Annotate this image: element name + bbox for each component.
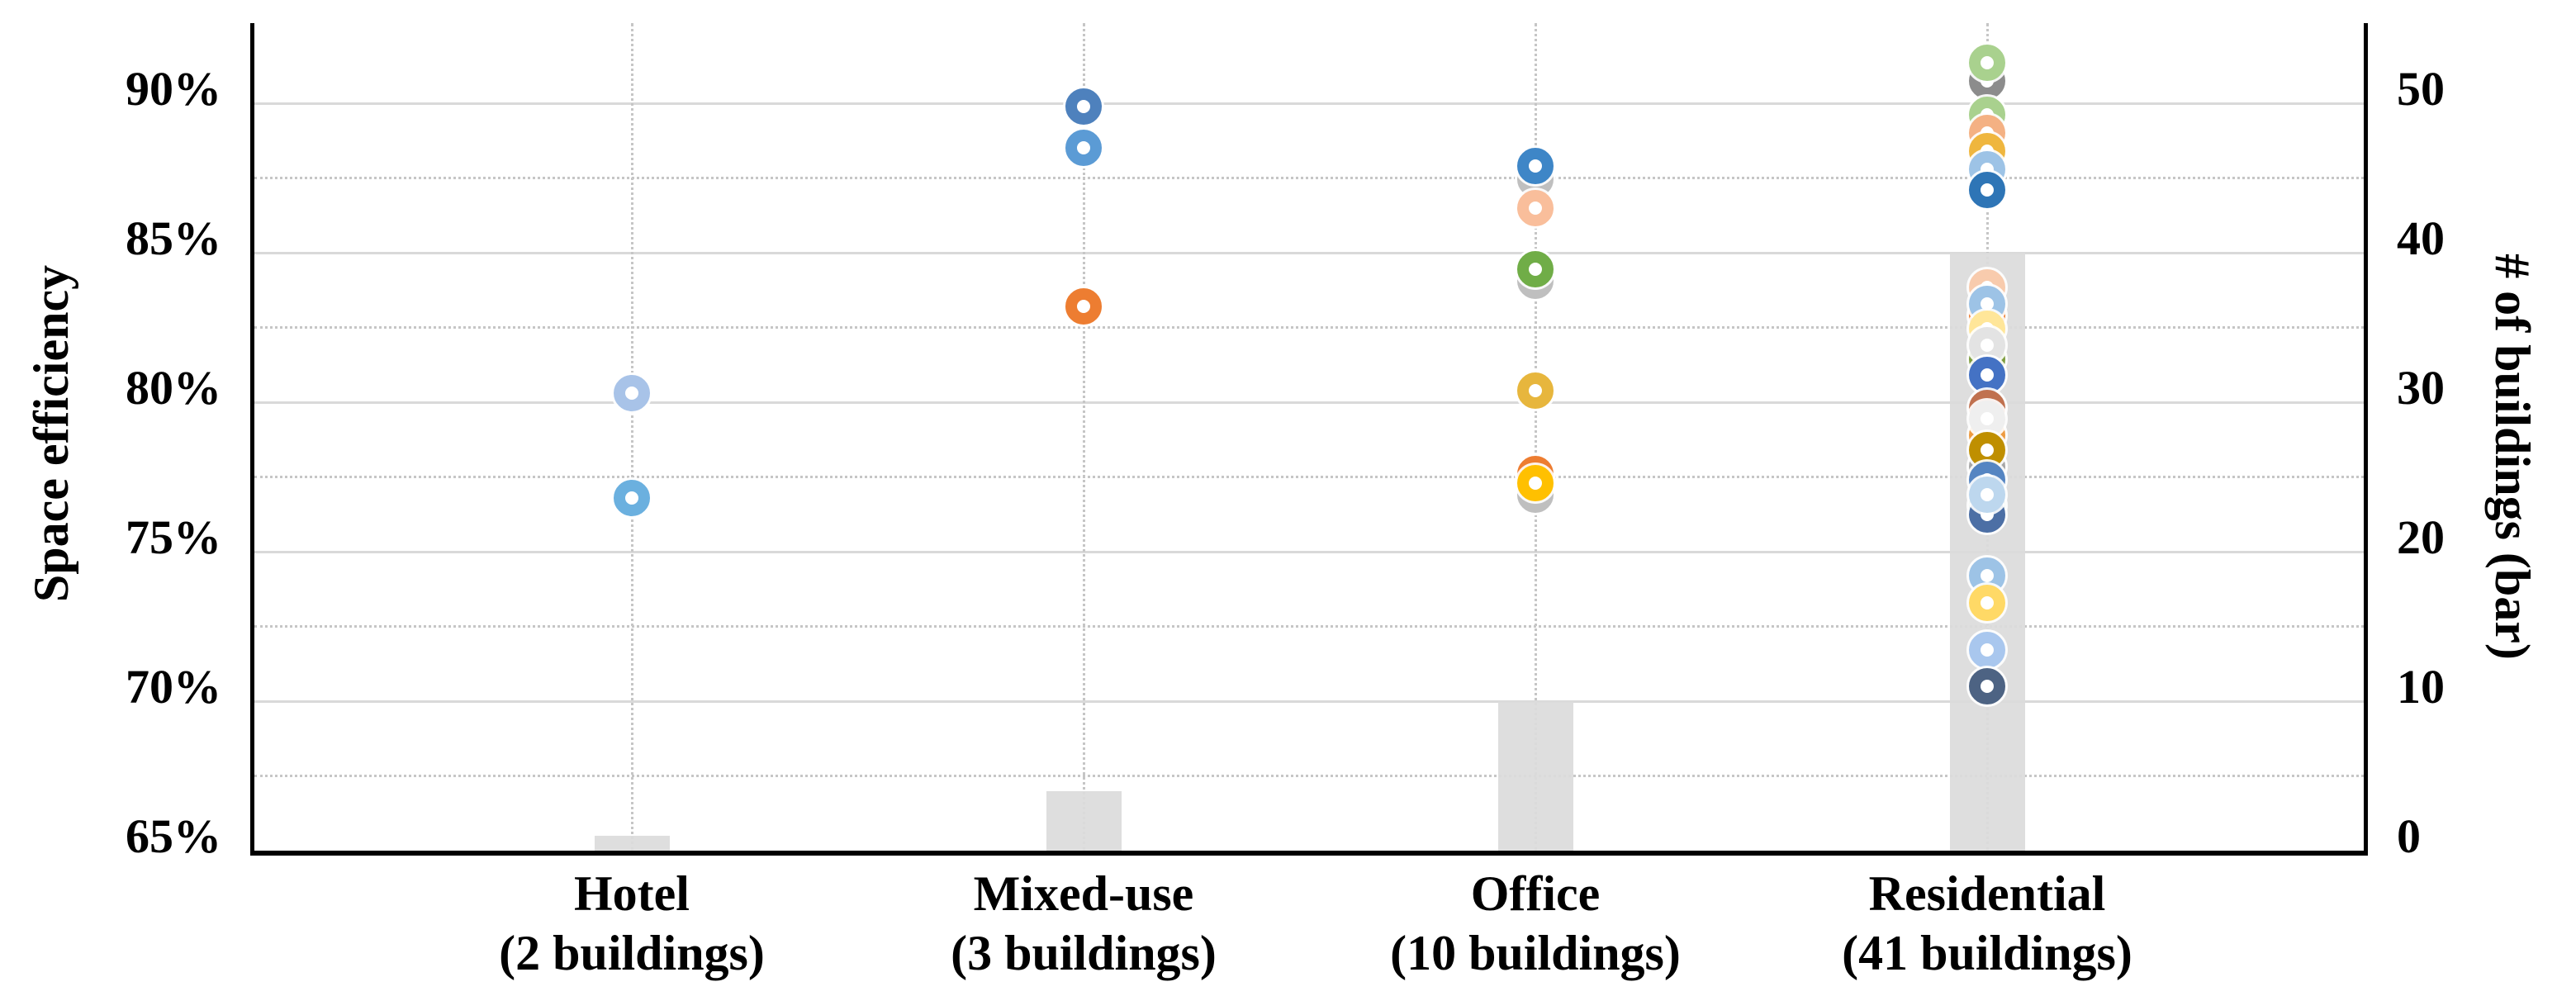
gridline-major [254,251,2364,254]
scatter-point [1065,130,1102,167]
scatter-point [1517,372,1554,409]
scatter-point [1065,288,1102,325]
gridline-major [254,401,2364,404]
x-category-name: Office [1470,866,1601,921]
gridline-major [254,102,2364,105]
gridline-vertical [630,23,633,851]
gridline-vertical [1534,23,1537,851]
scatter-point [1969,45,2005,82]
bar-hotel [594,835,670,851]
right-axis-tick: 0 [2397,809,2421,863]
bar-office [1497,701,1573,851]
right-axis-tick: 10 [2397,660,2445,714]
x-category-name: Mixed-use [973,866,1194,921]
scatter-point [1969,667,2005,704]
scatter-point [1065,88,1102,125]
right-axis-tick: 40 [2397,211,2445,265]
x-category-label: Residential (41 buildings) [1756,864,2218,983]
x-category-label: Office (10 buildings) [1304,864,1767,983]
scatter-point [614,479,650,516]
plot-area [250,23,2368,856]
gridline-minor [254,625,2364,628]
scatter-point [1969,357,2005,394]
right-axis-tick: 20 [2397,510,2445,564]
bar-mixed-use [1046,790,1122,851]
gridline-major [254,700,2364,703]
gridline-vertical [1082,23,1085,851]
x-category-name: Hotel [574,866,690,921]
scatter-point [1969,632,2005,669]
scatter-point [1969,477,2005,514]
x-category-count: (41 buildings) [1842,926,2132,980]
scatter-point [614,375,650,412]
scatter-point [1517,148,1554,185]
x-category-count: (3 buildings) [951,926,1217,980]
gridline-minor [254,326,2364,329]
right-axis-tick: 30 [2397,361,2445,415]
x-category-count: (10 buildings) [1390,926,1681,980]
left-axis-tick: 75% [126,510,221,564]
x-category-label: Hotel (2 buildings) [401,864,863,983]
left-axis-tick: 65% [126,809,221,863]
x-category-name: Residential [1868,866,2106,921]
right-axis-tick: 50 [2397,62,2445,116]
gridline-minor [254,177,2364,179]
scatter-point [1517,189,1554,226]
scatter-point [1517,464,1554,501]
x-category-label: Mixed-use (3 buildings) [852,864,1315,983]
left-axis-tick: 90% [126,62,221,116]
scatter-point [1517,250,1554,287]
scatter-point [1969,171,2005,208]
left-axis-tick: 85% [126,211,221,265]
left-axis-tick: 80% [126,361,221,415]
gridline-minor [254,476,2364,478]
gridline-major [254,550,2364,553]
gridline-minor [254,775,2364,777]
left-axis-title: Space efficiency [24,264,78,603]
scatter-point [1969,584,2005,621]
left-axis-tick: 70% [126,660,221,714]
x-category-count: (2 buildings) [499,926,765,980]
